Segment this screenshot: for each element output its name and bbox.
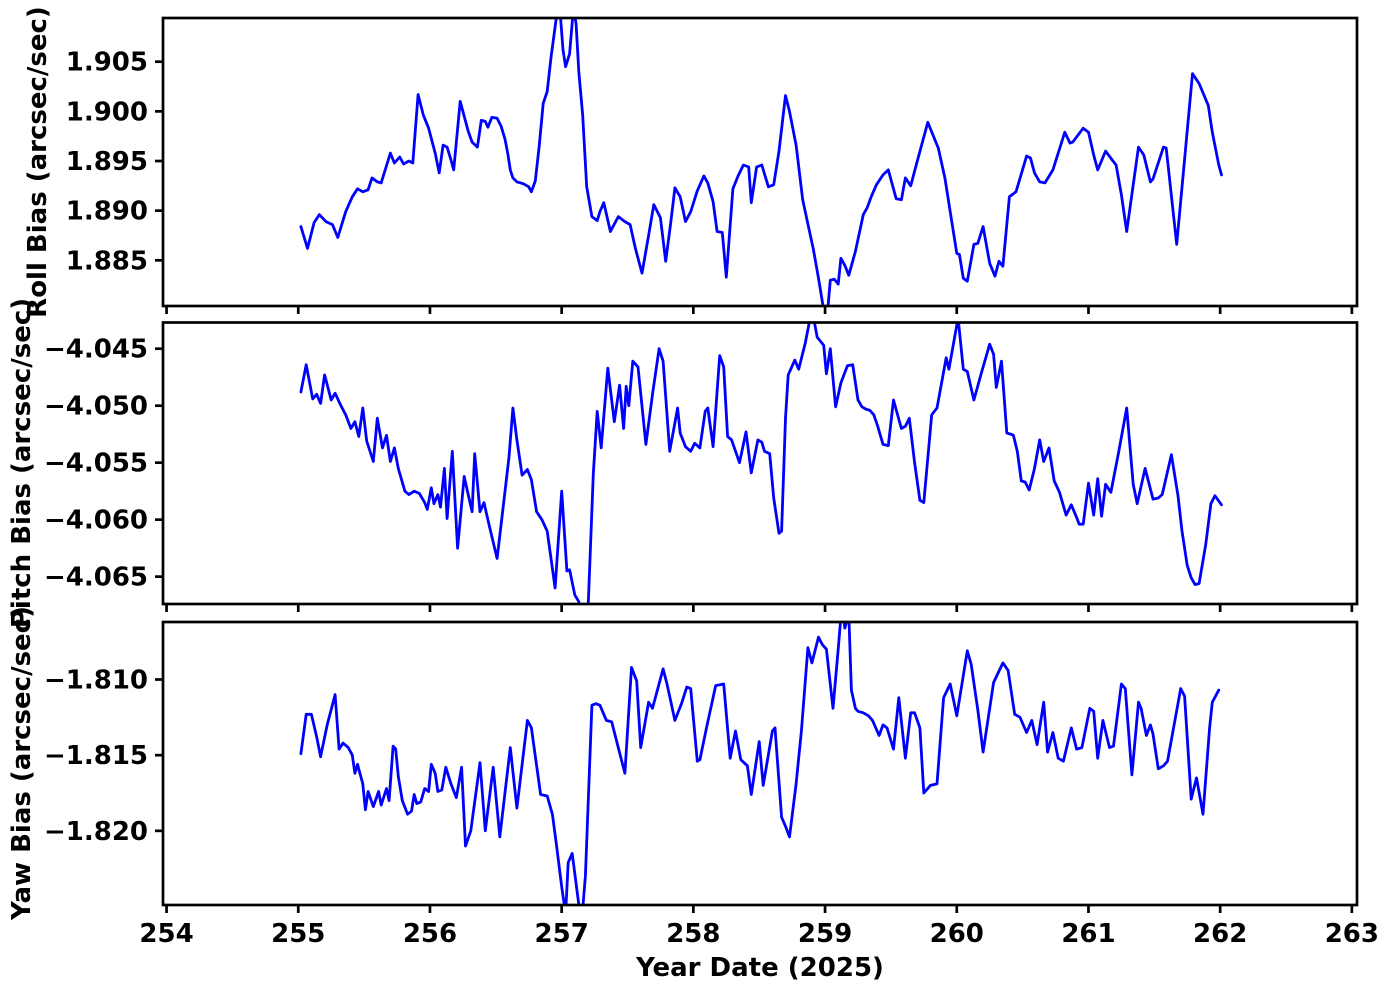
y-tick-label: −4.050 [44, 392, 148, 422]
axes-layer: 1.885 1.890 1.895 1.900 1.905 −4.065 −4.060 −4.… [44, 16, 1379, 949]
x-tick-label: 259 [798, 919, 852, 949]
x-tick-label: 263 [1325, 919, 1379, 949]
roll-bias-line [299, 18, 1223, 306]
y-tick-label: −1.820 [44, 817, 148, 847]
x-tick-label: 256 [403, 919, 457, 949]
y-tick-label: −4.060 [44, 506, 148, 536]
subplot-spines [161, 620, 1359, 907]
yaw-y-axis-label: Yaw Bias (arcsec/sec) [7, 606, 37, 921]
y-tick-label: 1.890 [66, 197, 148, 227]
y-tick-label: −4.065 [44, 563, 148, 593]
yaw-bias-line [299, 622, 1221, 905]
x-tick-label: 255 [271, 919, 325, 949]
x-axis-label: Year Date (2025) [635, 953, 884, 983]
x-tick-label: 262 [1193, 919, 1247, 949]
y-tick-label: −1.810 [44, 666, 148, 696]
y-tick-label: 1.895 [66, 147, 148, 177]
y-tick-label: 1.885 [66, 246, 148, 276]
pitch-bias-line [299, 322, 1223, 604]
y-tick-label: 1.905 [66, 48, 148, 78]
roll-y-axis-label: Roll Bias (arcsec/sec) [23, 6, 53, 318]
y-tick-label: −1.815 [44, 741, 148, 771]
x-tick-label: 261 [1061, 919, 1115, 949]
pitch-y-axis-label: Pitch Bias (arcsec/sec) [7, 298, 37, 628]
y-tick-label: 1.900 [66, 97, 148, 127]
x-tick-label: 258 [666, 919, 720, 949]
x-tick-label: 254 [139, 919, 193, 949]
y-tick-label: −4.045 [44, 335, 148, 365]
x-tick-label: 257 [535, 919, 589, 949]
subplot-spines [161, 16, 1359, 308]
subplot-spines [161, 321, 1359, 606]
x-tick-label: 260 [930, 919, 984, 949]
y-tick-label: −4.055 [44, 449, 148, 479]
